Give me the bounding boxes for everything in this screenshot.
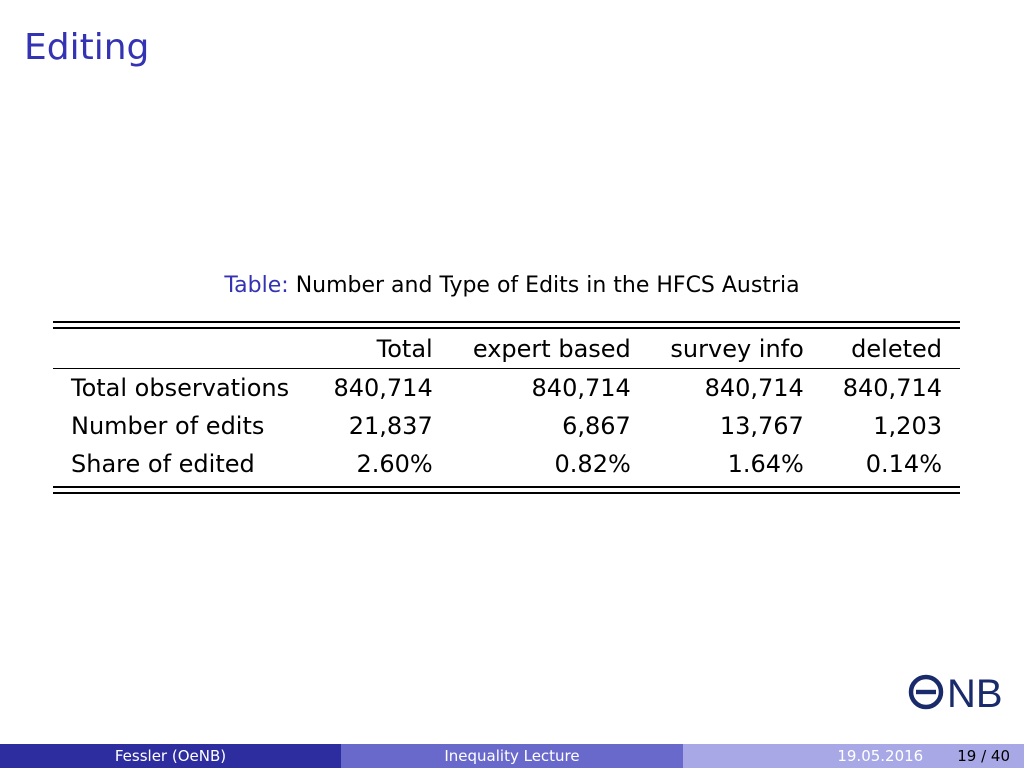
table-cell: 21,837 <box>348 412 433 440</box>
top-rule-outer <box>53 321 960 323</box>
table-cell: 13,767 <box>719 412 804 440</box>
caption-label: Table: <box>224 273 289 298</box>
table-row: Number of edits 21,837 6,867 13,767 1,20… <box>53 407 960 445</box>
header-cell-stub <box>53 329 313 369</box>
footer-author-text: Fessler (OeNB) <box>114 747 227 765</box>
row-label: Share of edited <box>71 450 255 478</box>
table-cell: 0.14% <box>865 450 942 478</box>
table-cell: 0.82% <box>554 450 631 478</box>
onb-logo-text: NB <box>947 673 1003 713</box>
table-cell: 840,714 <box>704 374 804 402</box>
table-row: Total observations 840,714 840,714 840,7… <box>53 368 960 408</box>
table-cell: 840,714 <box>333 374 433 402</box>
top-rule-inner <box>53 327 960 329</box>
table-row: Share of edited 2.60% 0.82% 1.64% 0.14% <box>53 445 960 483</box>
table-cell: 6,867 <box>562 412 631 440</box>
slide-title: Editing <box>24 27 150 68</box>
caption-text: Number and Type of Edits in the HFCS Aus… <box>295 273 800 298</box>
edits-table: Total expert based survey info deleted T… <box>53 329 960 483</box>
table-caption: Table: Number and Type of Edits in the H… <box>0 270 1024 302</box>
row-label: Total observations <box>71 374 290 402</box>
footer-date: 19.05.2016 <box>837 747 924 765</box>
footer-date-page: 19.05.2016 19 / 40 <box>683 744 1024 768</box>
table-cell: 1,203 <box>873 412 942 440</box>
table-cell: 1.64% <box>727 450 804 478</box>
table-cell: 840,714 <box>842 374 942 402</box>
footer-title-text: Inequality Lecture <box>444 747 580 765</box>
footer-page-number: 19 / 40 <box>957 747 1010 765</box>
footer-title: Inequality Lecture <box>341 744 683 768</box>
onb-logo-icon <box>908 674 944 710</box>
bottom-rule-inner <box>53 486 960 488</box>
table-cell: 840,714 <box>531 374 631 402</box>
header-cell-deleted: deleted <box>851 334 942 363</box>
header-cell-survey-info: survey info <box>670 334 804 363</box>
header-cell-expert-based: expert based <box>472 334 631 363</box>
onb-logo: NB <box>908 673 1003 713</box>
row-label: Number of edits <box>71 412 265 440</box>
table-cell: 2.60% <box>356 450 433 478</box>
footer-author: Fessler (OeNB) <box>0 744 341 768</box>
footer-bar: Fessler (OeNB) Inequality Lecture 19.05.… <box>0 744 1024 768</box>
header-cell-total: Total <box>376 334 433 363</box>
bottom-rule-outer <box>53 492 960 494</box>
table-header-row: Total expert based survey info deleted <box>53 329 960 369</box>
